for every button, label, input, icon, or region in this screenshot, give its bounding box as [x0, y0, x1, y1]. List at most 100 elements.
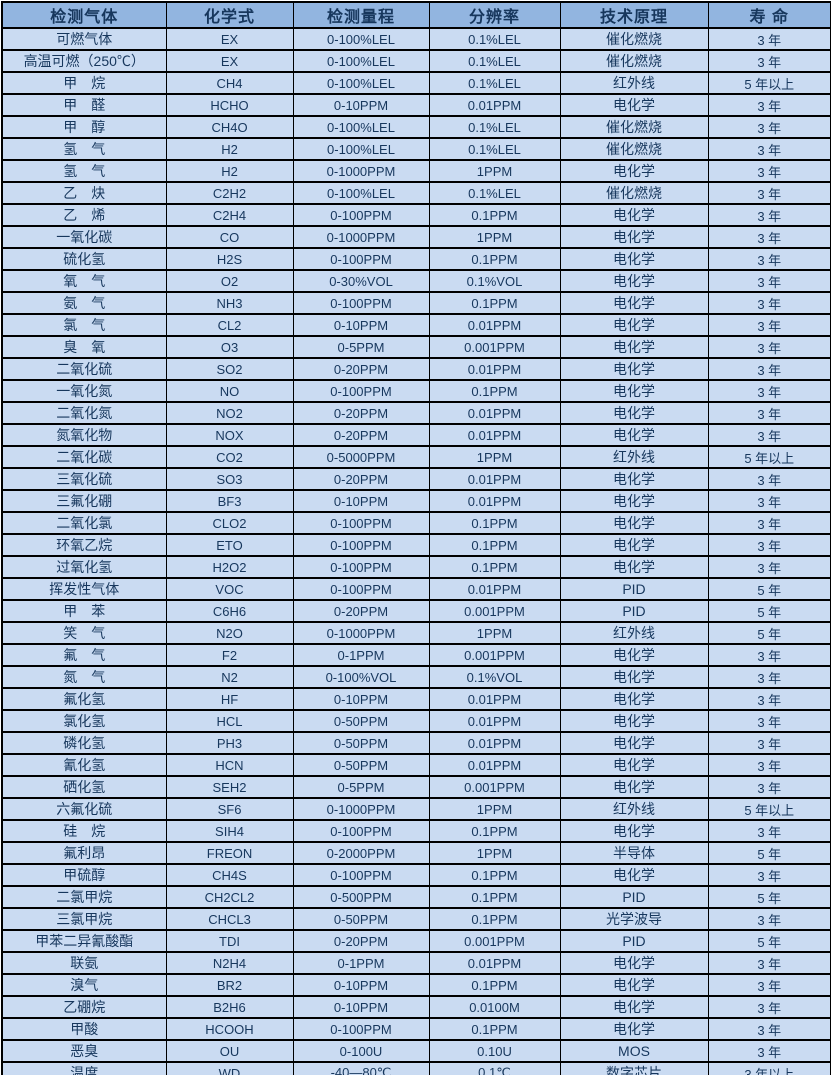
cell-tech-principle: PID	[559, 885, 709, 909]
cell-resolution: 0.0100M	[428, 995, 561, 1019]
table-row: 二氧化硫 SO2 0-20PPM 0.01PPM 电化学 3 年	[1, 357, 831, 381]
cell-lifespan: 5 年	[707, 621, 831, 645]
cell-tech-principle: 电化学	[559, 379, 709, 403]
cell-chemical-formula: O2	[165, 269, 294, 293]
cell-lifespan: 3 年	[707, 1039, 831, 1063]
cell-detection-range: 0-30%VOL	[292, 269, 430, 293]
cell-chemical-formula: HF	[165, 687, 294, 711]
cell-tech-principle: 光学波导	[559, 907, 709, 931]
cell-resolution: 0.01PPM	[428, 951, 561, 975]
cell-tech-principle: 电化学	[559, 247, 709, 271]
cell-detection-range: 0-20PPM	[292, 467, 430, 491]
cell-gas-name: 环氧乙烷	[1, 533, 167, 557]
cell-tech-principle: 催化燃烧	[559, 115, 709, 139]
cell-resolution: 0.1PPM	[428, 379, 561, 403]
header-tech-principle: 技术原理	[559, 1, 709, 29]
cell-gas-name: 高温可燃（250℃）	[1, 49, 167, 73]
cell-lifespan: 3 年	[707, 27, 831, 51]
cell-lifespan: 3 年	[707, 951, 831, 975]
cell-chemical-formula: NOX	[165, 423, 294, 447]
cell-gas-name: 二氧化氮	[1, 401, 167, 425]
cell-detection-range: 0-50PPM	[292, 907, 430, 931]
table-row: 六氟化硫 SF6 0-1000PPM 1PPM 红外线 5 年以上	[1, 797, 831, 821]
cell-chemical-formula: ETO	[165, 533, 294, 557]
cell-gas-name: 一氧化氮	[1, 379, 167, 403]
cell-gas-name: 二氧化氯	[1, 511, 167, 535]
cell-detection-range: 0-100%LEL	[292, 181, 430, 205]
cell-detection-range: 0-10PPM	[292, 995, 430, 1019]
cell-gas-name: 氢 气	[1, 159, 167, 183]
cell-chemical-formula: CH2CL2	[165, 885, 294, 909]
cell-lifespan: 3 年	[707, 115, 831, 139]
cell-gas-name: 三氧化硫	[1, 467, 167, 491]
cell-chemical-formula: HCL	[165, 709, 294, 733]
cell-resolution: 0.001PPM	[428, 775, 561, 799]
cell-chemical-formula: CH4S	[165, 863, 294, 887]
cell-chemical-formula: N2	[165, 665, 294, 689]
cell-resolution: 0.1PPM	[428, 555, 561, 579]
cell-detection-range: 0-100%VOL	[292, 665, 430, 689]
table-row: 一氧化氮 NO 0-100PPM 0.1PPM 电化学 3 年	[1, 379, 831, 403]
cell-lifespan: 3 年	[707, 291, 831, 315]
header-lifespan: 寿 命	[707, 1, 831, 29]
cell-chemical-formula: NO	[165, 379, 294, 403]
cell-gas-name: 挥发性气体	[1, 577, 167, 601]
cell-tech-principle: 电化学	[559, 357, 709, 381]
cell-gas-name: 氮 气	[1, 665, 167, 689]
cell-gas-name: 温度	[1, 1061, 167, 1075]
cell-lifespan: 3 年	[707, 687, 831, 711]
cell-detection-range: 0-10PPM	[292, 687, 430, 711]
cell-resolution: 0.01PPM	[428, 753, 561, 777]
table-row: 可燃气体 EX 0-100%LEL 0.1%LEL 催化燃烧 3 年	[1, 27, 831, 51]
cell-chemical-formula: NH3	[165, 291, 294, 315]
cell-resolution: 0.1PPM	[428, 863, 561, 887]
cell-resolution: 0.001PPM	[428, 335, 561, 359]
table-row: 硒化氢 SEH2 0-5PPM 0.001PPM 电化学 3 年	[1, 775, 831, 799]
cell-tech-principle: 电化学	[559, 269, 709, 293]
cell-detection-range: 0-100PPM	[292, 379, 430, 403]
cell-resolution: 0.1PPM	[428, 973, 561, 997]
table-row: 环氧乙烷 ETO 0-100PPM 0.1PPM 电化学 3 年	[1, 533, 831, 557]
table-row: 氨 气 NH3 0-100PPM 0.1PPM 电化学 3 年	[1, 291, 831, 315]
cell-chemical-formula: H2S	[165, 247, 294, 271]
cell-lifespan: 3 年	[707, 181, 831, 205]
cell-resolution: 0.1%LEL	[428, 27, 561, 51]
cell-tech-principle: 半导体	[559, 841, 709, 865]
cell-chemical-formula: SEH2	[165, 775, 294, 799]
cell-lifespan: 3 年	[707, 665, 831, 689]
table-row: 氰化氢 HCN 0-50PPM 0.01PPM 电化学 3 年	[1, 753, 831, 777]
cell-lifespan: 3 年	[707, 379, 831, 403]
table-row: 二氧化氮 NO2 0-20PPM 0.01PPM 电化学 3 年	[1, 401, 831, 425]
table-row: 甲 苯 C6H6 0-20PPM 0.001PPM PID 5 年	[1, 599, 831, 623]
cell-gas-name: 氧 气	[1, 269, 167, 293]
cell-resolution: 0.1%LEL	[428, 137, 561, 161]
table-row: 氟 气 F2 0-1PPM 0.001PPM 电化学 3 年	[1, 643, 831, 667]
cell-chemical-formula: C6H6	[165, 599, 294, 623]
cell-resolution: 0.1PPM	[428, 533, 561, 557]
cell-detection-range: 0-100%LEL	[292, 137, 430, 161]
cell-detection-range: 0-1000PPM	[292, 797, 430, 821]
cell-chemical-formula: TDI	[165, 929, 294, 953]
cell-tech-principle: 电化学	[559, 709, 709, 733]
cell-resolution: 1PPM	[428, 797, 561, 821]
cell-resolution: 0.1%LEL	[428, 49, 561, 73]
cell-detection-range: 0-100PPM	[292, 203, 430, 227]
cell-chemical-formula: SF6	[165, 797, 294, 821]
cell-detection-range: 0-100PPM	[292, 1017, 430, 1041]
cell-tech-principle: 电化学	[559, 335, 709, 359]
header-chemical-formula: 化学式	[165, 1, 294, 29]
cell-resolution: 0.1%VOL	[428, 665, 561, 689]
cell-lifespan: 3 年	[707, 753, 831, 777]
table-row: 挥发性气体 VOC 0-100PPM 0.01PPM PID 5 年	[1, 577, 831, 601]
cell-chemical-formula: WD	[165, 1061, 294, 1075]
cell-detection-range: 0-5PPM	[292, 335, 430, 359]
header-row: 检测气体 化学式 检测量程 分辨率 技术原理 寿 命	[1, 1, 831, 29]
cell-gas-name: 硅 烷	[1, 819, 167, 843]
cell-lifespan: 3 年	[707, 159, 831, 183]
cell-lifespan: 3 年	[707, 335, 831, 359]
cell-gas-name: 氟化氢	[1, 687, 167, 711]
cell-chemical-formula: FREON	[165, 841, 294, 865]
cell-tech-principle: 电化学	[559, 973, 709, 997]
cell-gas-name: 三氟化硼	[1, 489, 167, 513]
